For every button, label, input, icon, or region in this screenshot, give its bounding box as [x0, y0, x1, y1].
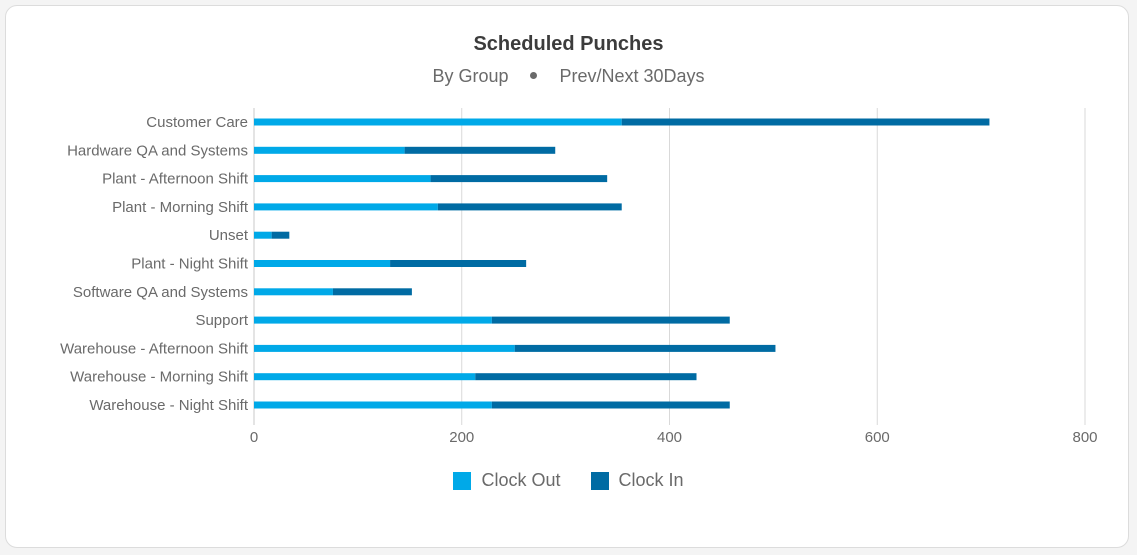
y-category-label: Unset: [209, 227, 249, 244]
subtitle-group-label: By Group: [432, 66, 509, 86]
y-category-label: Support: [195, 312, 248, 329]
x-tick-label: 400: [657, 429, 682, 446]
legend-swatch-clock-in: [590, 471, 609, 490]
legend-label-clock-in: Clock In: [618, 470, 684, 490]
bar-clock-out: [254, 260, 391, 267]
bar-clock-out: [254, 316, 492, 324]
y-category-label: Warehouse - Afternoon Shift: [60, 340, 249, 357]
bar-clock-in: [390, 260, 527, 267]
chart-legend: Clock Out Clock In: [0, 470, 1137, 491]
bar-clock-in: [491, 401, 730, 409]
bar-clock-out: [254, 401, 492, 409]
bar-clock-out: [254, 203, 438, 211]
legend-item-clock-out[interactable]: Clock Out: [453, 470, 561, 491]
bar-clock-out: [254, 373, 476, 381]
bar-clock-out: [254, 118, 622, 126]
bar-clock-in: [514, 344, 776, 352]
bar-clock-in: [271, 231, 290, 239]
bar-clock-in: [437, 203, 622, 211]
legend-label-clock-out: Clock Out: [481, 470, 561, 490]
y-category-label: Plant - Night Shift: [131, 256, 249, 273]
bar-clock-in: [332, 288, 412, 296]
x-tick-label: 600: [865, 429, 890, 446]
legend-swatch-clock-out: [453, 471, 472, 490]
y-category-label: Software QA and Systems: [73, 284, 248, 301]
bar-clock-in: [475, 373, 697, 381]
bar-clock-out: [254, 175, 431, 183]
bar-clock-out: [254, 288, 333, 296]
y-category-label: Plant - Morning Shift: [112, 199, 249, 216]
bar-clock-in: [621, 118, 990, 126]
separator-dot-icon: [530, 71, 538, 79]
legend-item-clock-in[interactable]: Clock In: [590, 470, 684, 491]
chart-subtitle: By Group Prev/Next 30Days: [0, 66, 1137, 87]
y-category-label: Warehouse - Morning Shift: [70, 369, 249, 386]
bar-clock-in: [491, 316, 730, 324]
y-category-label: Hardware QA and Systems: [67, 142, 248, 159]
x-tick-label: 200: [449, 429, 474, 446]
chart-card: [5, 5, 1129, 548]
bar-clock-out: [254, 231, 272, 239]
x-tick-label: 0: [250, 429, 258, 446]
y-category-label: Plant - Afternoon Shift: [102, 171, 249, 188]
bar-clock-out: [254, 344, 515, 352]
subtitle-range-label: Prev/Next 30Days: [559, 66, 705, 86]
bar-clock-out: [254, 146, 405, 154]
bar-clock-in: [404, 146, 556, 154]
x-tick-label: 800: [1072, 429, 1097, 446]
y-category-label: Customer Care: [146, 114, 248, 131]
bar-clock-in: [430, 175, 608, 183]
chart-title: Scheduled Punches: [473, 33, 664, 55]
y-category-label: Warehouse - Night Shift: [89, 397, 249, 414]
